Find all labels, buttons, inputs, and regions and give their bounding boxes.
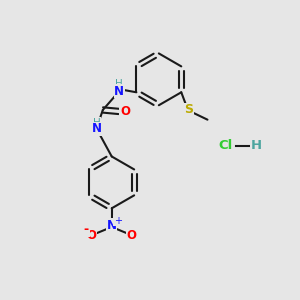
Text: O: O xyxy=(120,105,130,118)
Text: H: H xyxy=(116,79,123,89)
Text: O: O xyxy=(127,230,137,242)
Text: H: H xyxy=(93,118,101,128)
Text: Cl: Cl xyxy=(218,139,232,152)
Text: H: H xyxy=(251,139,262,152)
Text: O: O xyxy=(87,230,97,242)
Text: -: - xyxy=(84,223,89,236)
Text: N: N xyxy=(107,219,117,232)
Text: +: + xyxy=(114,216,122,226)
Text: N: N xyxy=(114,85,124,98)
Text: N: N xyxy=(92,122,102,135)
Text: S: S xyxy=(184,103,194,116)
